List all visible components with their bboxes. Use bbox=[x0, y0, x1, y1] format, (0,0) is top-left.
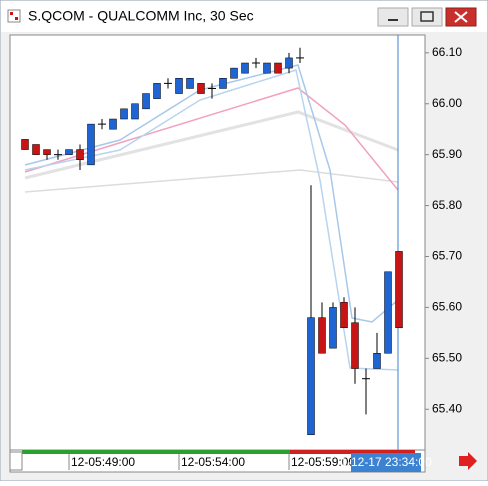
candle-body bbox=[340, 302, 348, 329]
scroll-arrow[interactable] bbox=[459, 452, 477, 470]
app-icon bbox=[7, 9, 21, 23]
y-tick-label: 66.00 bbox=[432, 96, 462, 110]
candle-body bbox=[395, 251, 403, 329]
y-tick-label: 65.40 bbox=[432, 401, 462, 415]
session-bar bbox=[22, 450, 290, 454]
moving-average bbox=[24, 64, 399, 323]
candle-body bbox=[32, 144, 40, 155]
candle-body bbox=[109, 118, 117, 130]
candle-body bbox=[219, 78, 227, 89]
candle-body bbox=[43, 149, 51, 155]
close-icon bbox=[454, 11, 468, 23]
candle-body bbox=[65, 149, 73, 155]
cursor-label-bg bbox=[351, 453, 421, 472]
candle-body bbox=[263, 62, 271, 74]
candle-body bbox=[87, 123, 95, 166]
moving-average bbox=[24, 110, 399, 180]
y-tick-label: 65.60 bbox=[432, 300, 462, 314]
candle-body bbox=[285, 57, 293, 69]
window-title: S.QCOM - QUALCOMM Inc, 30 Sec bbox=[28, 8, 254, 24]
candle-body bbox=[384, 271, 392, 354]
candle-body bbox=[21, 139, 29, 150]
y-tick-label: 66.10 bbox=[432, 45, 462, 59]
moving-average bbox=[24, 87, 399, 191]
candle-body bbox=[142, 93, 150, 110]
y-tick-label: 65.70 bbox=[432, 249, 462, 263]
plot-area bbox=[9, 34, 426, 451]
candle-body bbox=[274, 62, 282, 74]
moving-average bbox=[24, 169, 399, 193]
candle-body bbox=[373, 353, 381, 369]
session-bar bbox=[290, 450, 415, 454]
candle-body bbox=[76, 149, 84, 161]
candle-body bbox=[153, 83, 161, 99]
candle-body bbox=[351, 322, 359, 369]
candle-body bbox=[230, 67, 238, 79]
candle-body bbox=[307, 317, 315, 435]
candle-body bbox=[329, 307, 337, 349]
y-tick-label: 65.50 bbox=[432, 351, 462, 365]
y-tick-label: 65.90 bbox=[432, 147, 462, 161]
candle-body bbox=[175, 78, 183, 94]
x-tick-label: 12-05:49:00 bbox=[71, 455, 135, 469]
candle-body bbox=[197, 83, 205, 94]
candle-body bbox=[131, 103, 139, 120]
x-tick-label: 12-05:54:00 bbox=[181, 455, 245, 469]
maximize-icon bbox=[420, 11, 434, 22]
candle-body bbox=[241, 62, 249, 74]
minimize-button[interactable] bbox=[377, 7, 409, 27]
moving-average bbox=[24, 69, 399, 371]
cursor-label: 1-12-17 23:34:00 bbox=[340, 455, 432, 469]
x-tick-label: 12-05:59:00 bbox=[291, 455, 355, 469]
candle-body bbox=[120, 108, 128, 120]
indicators bbox=[24, 64, 399, 371]
maximize-button[interactable] bbox=[411, 7, 443, 27]
candle-body bbox=[186, 78, 194, 89]
y-tick-label: 65.80 bbox=[432, 198, 462, 212]
app-icon-part bbox=[10, 12, 13, 15]
app-icon-part bbox=[15, 17, 18, 20]
scroll-box[interactable] bbox=[9, 451, 23, 471]
candle-body bbox=[318, 317, 326, 354]
